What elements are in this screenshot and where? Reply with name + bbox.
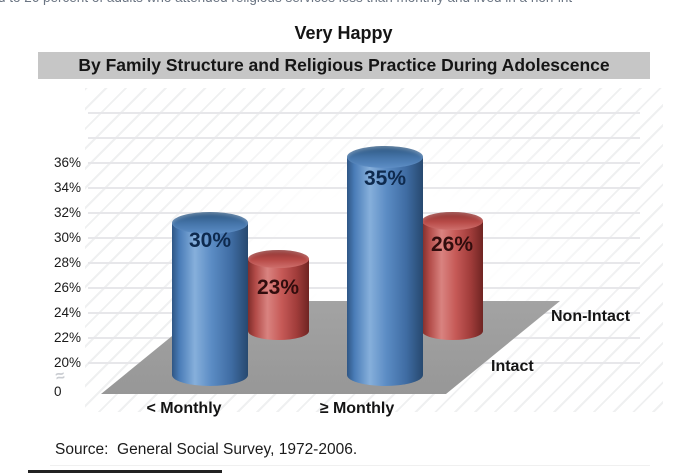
cylinder-intact-lt-monthly	[172, 212, 248, 386]
category-label-lt-monthly: < Monthly	[146, 400, 222, 417]
y-axis-tick: 20%	[54, 355, 82, 370]
chart-subtitle-text: By Family Structure and Religious Practi…	[78, 55, 610, 75]
y-axis-tick: 28%	[54, 255, 82, 270]
page-title: Very Happy	[294, 23, 393, 43]
y-axis-tick: 36%	[54, 155, 82, 170]
cylinder-intact-ge-monthly	[347, 146, 423, 386]
bar-value-label: 23%	[256, 276, 300, 299]
cylinder-body	[248, 259, 309, 331]
clipped-caption: d to 26 percent of adults who attended r…	[0, 0, 687, 8]
gridline	[88, 137, 640, 139]
cylinder-body	[347, 157, 423, 375]
source-note: Source: General Social Survey, 1972-2006…	[55, 441, 358, 458]
y-axis-tick-zero: 0	[54, 384, 62, 399]
cylinder-cap	[248, 250, 309, 268]
y-axis-tick: 32%	[54, 205, 82, 220]
bar-value-label: 30%	[188, 229, 232, 252]
cylinder-cap	[422, 212, 483, 230]
series-label-intact: Intact	[491, 358, 534, 375]
cylinder-cap	[172, 212, 248, 234]
video-progress-bar[interactable]	[28, 470, 222, 473]
bottom-hairline	[50, 465, 650, 466]
bar-value-label: 26%	[430, 233, 474, 256]
gridline	[88, 112, 640, 114]
cylinder-non-intact-lt-monthly	[248, 250, 309, 340]
y-axis-tick: 34%	[54, 180, 82, 195]
category-label-ge-monthly: ≥ Monthly	[319, 400, 395, 417]
chart-subtitle-banner: By Family Structure and Religious Practi…	[38, 52, 650, 79]
cylinder-body	[422, 221, 483, 331]
y-axis-tick: 26%	[54, 280, 82, 295]
y-axis-tick: 30%	[54, 230, 82, 245]
cylinder-body	[172, 223, 248, 375]
bar-value-label: 35%	[363, 167, 407, 190]
y-axis-tick: 24%	[54, 305, 82, 320]
clipped-caption-text: d to 26 percent of adults who attended r…	[0, 0, 572, 5]
cylinder-cap	[347, 146, 423, 168]
series-label-non-intact: Non-Intact	[551, 308, 631, 325]
y-axis-tick: 22%	[54, 330, 82, 345]
cylinder-non-intact-ge-monthly	[422, 212, 483, 340]
